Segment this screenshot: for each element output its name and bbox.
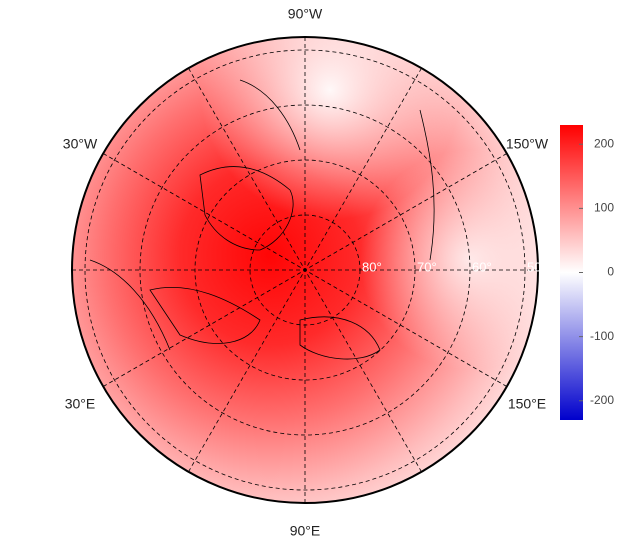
colorbar-tick-label: -200 — [590, 393, 614, 407]
meridian-label: 90°W — [288, 6, 323, 22]
meridian-label: 30°W — [63, 136, 98, 152]
parallel — [139, 104, 471, 436]
coastline — [89, 79, 435, 360]
colorbar — [560, 125, 583, 420]
meridian-label: 90°E — [290, 523, 321, 539]
colorbar-tick-label: -100 — [590, 329, 614, 343]
meridian — [103, 153, 507, 387]
parallel-label: 70° — [417, 259, 437, 274]
parallel — [249, 214, 361, 326]
meridian-label: 150°W — [506, 136, 549, 152]
colorbar-tick-label: 0 — [607, 265, 614, 279]
parallel-label: 80° — [362, 259, 382, 274]
colorbar-tick-label: 100 — [594, 201, 614, 215]
parallel-label: 50° — [527, 259, 547, 274]
colorbar-tick-label: 200 — [594, 136, 614, 150]
parallel — [84, 49, 526, 491]
meridian-label: 150°E — [508, 396, 546, 412]
graticule — [72, 37, 538, 503]
meridian-label: 30°E — [65, 396, 96, 412]
map-border — [71, 36, 539, 504]
parallel — [194, 159, 416, 381]
parallel-label: 60° — [472, 259, 492, 274]
